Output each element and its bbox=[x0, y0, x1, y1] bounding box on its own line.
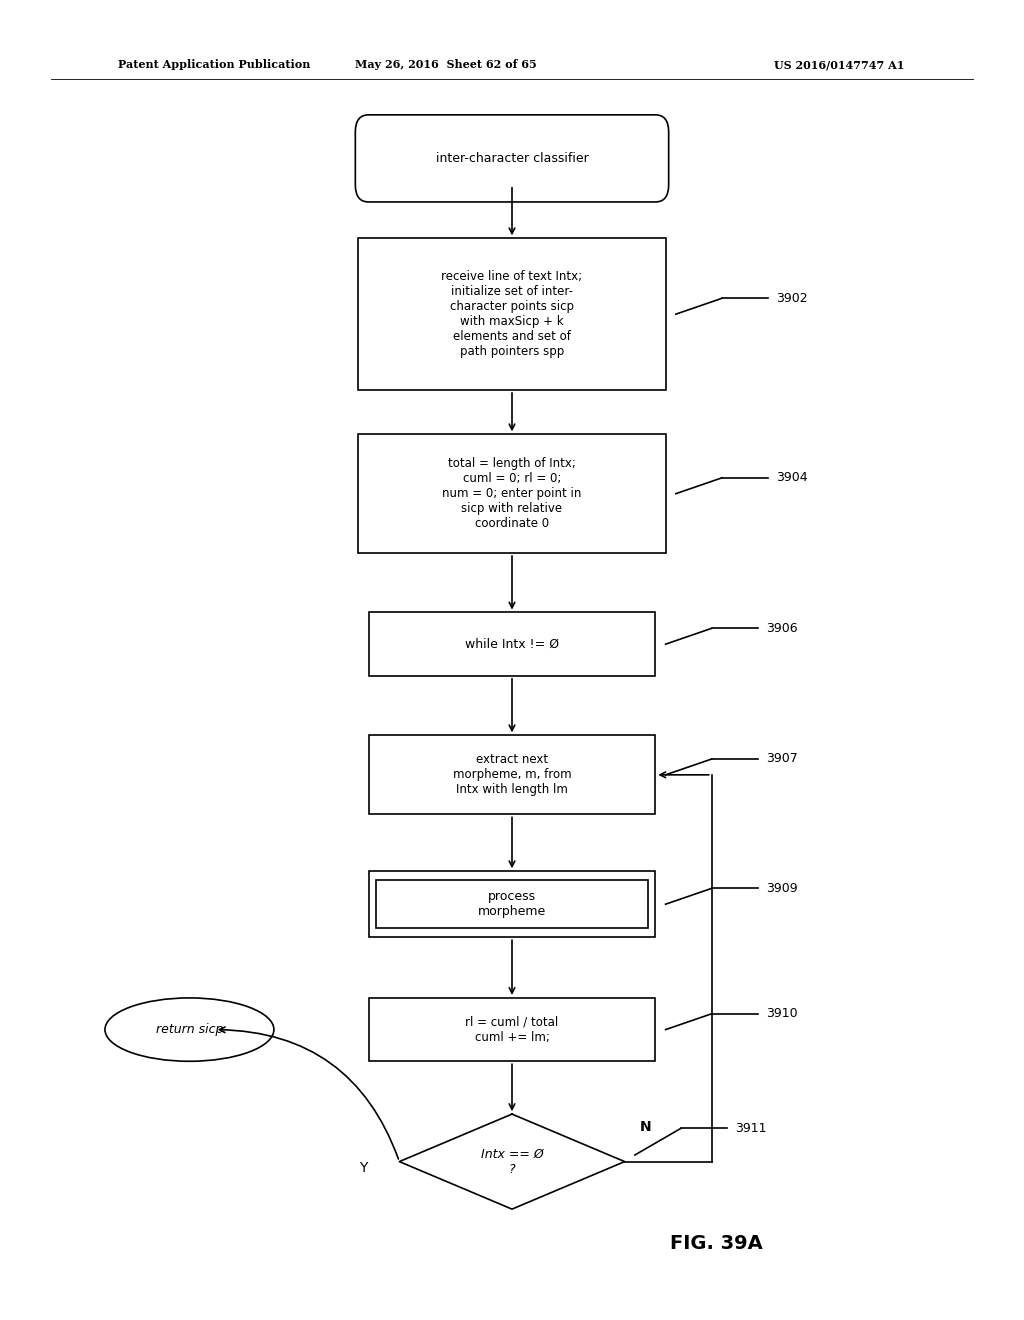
Bar bbox=[369, 612, 655, 676]
Text: 3907: 3907 bbox=[766, 752, 798, 766]
Text: inter-character classifier: inter-character classifier bbox=[435, 152, 589, 165]
Text: FIG. 39A: FIG. 39A bbox=[671, 1234, 763, 1253]
Text: Patent Application Publication: Patent Application Publication bbox=[118, 59, 310, 70]
Bar bbox=[369, 871, 655, 937]
Text: May 26, 2016  Sheet 62 of 65: May 26, 2016 Sheet 62 of 65 bbox=[354, 59, 537, 70]
Text: return sicp: return sicp bbox=[156, 1023, 223, 1036]
Text: US 2016/0147747 A1: US 2016/0147747 A1 bbox=[774, 59, 905, 70]
Text: 3909: 3909 bbox=[766, 882, 798, 895]
Text: receive line of text Intx;
initialize set of inter-
character points sicp
with m: receive line of text Intx; initialize se… bbox=[441, 271, 583, 358]
Bar bbox=[376, 880, 648, 928]
Text: while Intx != Ø: while Intx != Ø bbox=[465, 638, 559, 651]
Text: N: N bbox=[640, 1121, 651, 1134]
Text: extract next
morpheme, m, from
Intx with length lm: extract next morpheme, m, from Intx with… bbox=[453, 754, 571, 796]
Text: Y: Y bbox=[359, 1162, 368, 1175]
Bar bbox=[358, 238, 666, 391]
Ellipse shape bbox=[104, 998, 274, 1061]
Text: process
morpheme: process morpheme bbox=[478, 890, 546, 919]
Text: Intx == Ø
?: Intx == Ø ? bbox=[480, 1147, 544, 1176]
Bar bbox=[369, 735, 655, 814]
Text: 3902: 3902 bbox=[776, 292, 808, 305]
FancyBboxPatch shape bbox=[355, 115, 669, 202]
Text: 3904: 3904 bbox=[776, 471, 808, 484]
Bar bbox=[358, 434, 666, 553]
Text: 3911: 3911 bbox=[735, 1122, 767, 1135]
Text: rl = cuml / total
cuml += lm;: rl = cuml / total cuml += lm; bbox=[465, 1015, 559, 1044]
Bar bbox=[369, 998, 655, 1061]
Text: 3906: 3906 bbox=[766, 622, 798, 635]
Text: 3910: 3910 bbox=[766, 1007, 798, 1020]
Text: total = length of Intx;
cuml = 0; rl = 0;
num = 0; enter point in
sicp with rela: total = length of Intx; cuml = 0; rl = 0… bbox=[442, 457, 582, 531]
